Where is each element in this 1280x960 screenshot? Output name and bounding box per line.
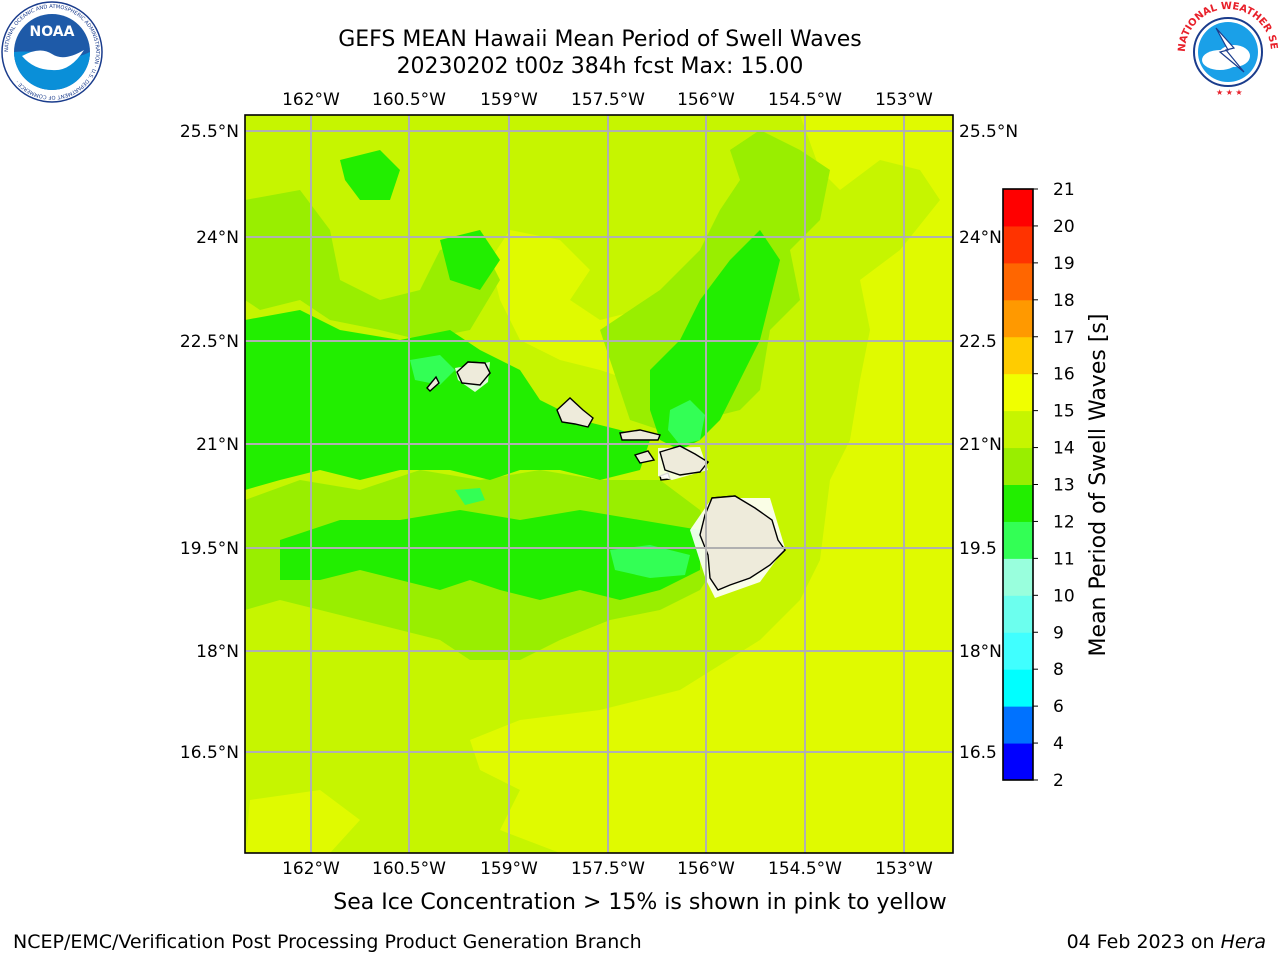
island-maui-fill	[659, 445, 710, 476]
swell-period-field	[245, 115, 953, 853]
footer-date: 04 Feb 2023 on Hera	[1067, 931, 1266, 953]
colorbar-swatch	[1003, 225, 1033, 264]
nws-logo: NATIONAL WEATHER SERVICE ★ ★ ★	[1176, 0, 1279, 102]
contour-14-15-southwest	[245, 790, 360, 853]
island-kauai-fill	[456, 361, 491, 386]
lon-label-top: 153°W	[875, 90, 933, 110]
colorbar-tick-label: 15	[1053, 402, 1075, 422]
colorbar-swatch	[1003, 743, 1033, 781]
lat-label-right: 18°N	[959, 642, 1002, 662]
lon-label-bottom: 159°W	[480, 859, 538, 879]
lat-label-right: 25.5°N	[959, 122, 1018, 142]
lat-label-left: 24°N	[196, 228, 239, 248]
island-hawaii-big-fill	[699, 495, 786, 591]
contour-10-11-south	[610, 545, 690, 578]
colorbar-tick-label: 2	[1053, 771, 1064, 791]
svg-text:★ ★ ★: ★ ★ ★	[1216, 88, 1243, 97]
lon-label-top: 162°W	[282, 90, 340, 110]
noaa-logo: NOAA NATIONAL OCEANIC AND ATMOSPHERIC AD…	[1, 1, 103, 103]
colorbar-tick-label: 4	[1053, 734, 1064, 754]
lat-label-right: 24°N	[959, 228, 1002, 248]
chart-title: GEFS MEAN Hawaii Mean Period of Swell Wa…	[338, 27, 862, 52]
lon-label-bottom: 160.5°W	[372, 859, 446, 879]
contour-11-12-north2	[440, 230, 500, 290]
colorbar-tick-label: 19	[1053, 254, 1075, 274]
contour-10-11-mid	[455, 488, 485, 505]
contour-10-11-kauai	[410, 355, 455, 385]
lon-labels-bottom: 162°W 160.5°W 159°W 157.5°W 156°W 154.5°W 153°…	[282, 859, 933, 879]
colorbar-tick-label: 21	[1053, 180, 1075, 200]
colorbar-tick-label: 12	[1053, 512, 1075, 532]
colorbar-tick-label: 8	[1053, 660, 1064, 680]
colorbar-title: Mean Period of Swell Waves [s]	[1086, 314, 1111, 657]
lat-label-left: 18°N	[196, 642, 239, 662]
lat-label-left: 19.5°N	[180, 539, 239, 559]
colorbar-swatch	[1003, 447, 1033, 485]
colorbar-swatch	[1003, 484, 1033, 522]
colorbar-tick-label: 14	[1053, 439, 1075, 459]
lat-label-left: 21°N	[196, 435, 239, 455]
contour-10-11-oahu	[668, 400, 705, 445]
colorbar-tick-label: 6	[1053, 697, 1064, 717]
lat-label-left: 16.5°N	[180, 743, 239, 763]
colorbar-swatch	[1003, 632, 1033, 670]
contour-14-15-east	[470, 115, 953, 853]
colorbar-tick-label: 16	[1053, 365, 1075, 385]
lon-labels-top: 162°W 160.5°W 159°W 157.5°W 156°W 154.5°W 153°…	[282, 90, 933, 110]
colorbar-swatch	[1003, 373, 1033, 412]
colorbar-swatch	[1003, 669, 1033, 707]
contour-11-12-north	[340, 150, 400, 200]
footer-credit: NCEP/EMC/Verification Post Processing Pr…	[13, 931, 642, 953]
noaa-logo-text: NOAA	[30, 24, 75, 40]
colorbar-tick-label: 11	[1053, 549, 1075, 569]
lat-label-right: 16.5	[959, 743, 997, 763]
lon-label-bottom: 154.5°W	[768, 859, 842, 879]
sea-ice-note: Sea Ice Concentration > 15% is shown in …	[333, 890, 947, 915]
colorbar-tick-label: 18	[1053, 291, 1075, 311]
colorbar: 2 4 6 8 9 10 11 12 13 14 15 16 17 18 19 20 21	[1002, 180, 1075, 791]
lon-label-top: 160.5°W	[372, 90, 446, 110]
contour-12-13-west	[245, 190, 500, 340]
lon-label-top: 157.5°W	[571, 90, 645, 110]
map-frame	[244, 114, 954, 854]
lat-label-left: 25.5°N	[180, 122, 239, 142]
lon-label-top: 159°W	[480, 90, 538, 110]
colorbar-swatch	[1003, 521, 1033, 559]
lat-labels-right: 25.5°N 24°N 22.5 21°N 19.5 18°N 16.5	[959, 122, 1018, 763]
lon-label-top: 154.5°W	[768, 90, 842, 110]
colorbar-tick-label: 9	[1053, 623, 1064, 643]
lat-label-right: 22.5	[959, 332, 997, 352]
contour-11-12-south	[280, 510, 700, 600]
colorbar-swatch	[1003, 558, 1033, 596]
lon-label-bottom: 162°W	[282, 859, 340, 879]
lon-label-bottom: 156°W	[677, 859, 735, 879]
colorbar-tick-label: 10	[1053, 586, 1075, 606]
lat-label-left: 22.5°N	[180, 332, 239, 352]
lat-labels-left: 25.5°N 24°N 22.5°N 21°N 19.5°N 18°N 16.5°N	[180, 122, 239, 763]
island-lanai	[633, 450, 656, 464]
colorbar-swatch	[1003, 706, 1033, 744]
lon-label-top: 156°W	[677, 90, 735, 110]
graticule	[245, 115, 953, 853]
colorbar-swatch	[1003, 595, 1033, 633]
lon-label-bottom: 153°W	[875, 859, 933, 879]
lat-label-right: 19.5	[959, 539, 997, 559]
island-oahu	[556, 397, 594, 428]
colorbar-swatch	[1003, 410, 1033, 449]
chart-subtitle: 20230202 t00z 384h fcst Max: 15.00	[396, 54, 804, 79]
footer-machine: Hera	[1220, 931, 1266, 953]
island-niihau	[426, 375, 440, 392]
colorbar-tick-label: 20	[1053, 217, 1075, 237]
colorbar-swatch	[1003, 336, 1033, 375]
island-molokai	[619, 429, 661, 441]
colorbar-tick-label: 13	[1053, 476, 1075, 496]
lat-label-right: 21°N	[959, 435, 1002, 455]
colorbar-swatch	[1003, 299, 1033, 338]
colorbar-tick-label: 17	[1053, 328, 1075, 348]
footer-date-text: 04 Feb 2023 on	[1066, 931, 1221, 953]
colorbar-swatch	[1003, 189, 1033, 227]
lon-label-bottom: 157.5°W	[571, 859, 645, 879]
colorbar-swatch	[1003, 262, 1033, 301]
